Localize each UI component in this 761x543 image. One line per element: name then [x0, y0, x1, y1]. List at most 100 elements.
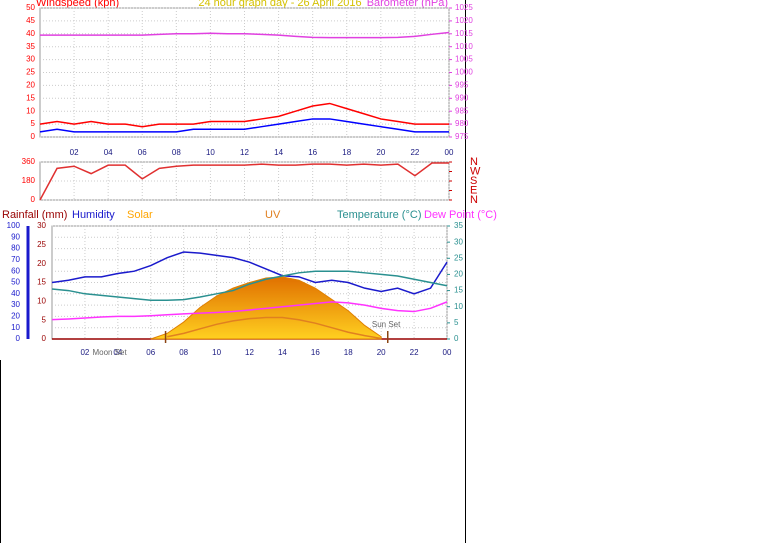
- legend-entry: Temperature (°C): [337, 209, 421, 221]
- legend-entry: Solar: [127, 209, 153, 221]
- x-tick-label: 08: [172, 148, 181, 157]
- line: [39, 118, 449, 133]
- y-tick-label: 20: [11, 312, 20, 321]
- y2-axis-label: Barometer (hPa): [367, 0, 448, 9]
- y-tick-label: 90: [11, 232, 20, 241]
- y-tick-label: 40: [11, 289, 20, 298]
- rain-tick-label: 15: [37, 278, 46, 287]
- y-tick-label: 15: [26, 93, 35, 102]
- y-tick-label: 100: [7, 221, 21, 230]
- x-tick-label: 18: [344, 348, 353, 357]
- y-tick-label: 45: [26, 16, 35, 25]
- y2-tick-label: 0: [454, 334, 459, 343]
- x-tick-label: 00: [443, 348, 452, 357]
- line: [39, 162, 449, 201]
- x-tick-label: 12: [245, 348, 254, 357]
- y2-tick-label: S: [470, 175, 477, 187]
- y-tick-label: 0: [31, 195, 36, 204]
- y-tick-label: 180: [22, 176, 36, 185]
- y2-tick-label: W: [470, 165, 481, 177]
- x-tick-label: 14: [278, 348, 287, 357]
- y2-tick-label: E: [470, 184, 477, 196]
- rain-tick-label: 20: [37, 259, 46, 268]
- y2-tick-label: 1015: [455, 29, 473, 38]
- y2-tick-label: 985: [455, 106, 469, 115]
- y-tick-label: 0: [31, 132, 36, 141]
- x-tick-label: 02: [80, 348, 89, 357]
- y2-tick-label: N: [470, 194, 478, 206]
- y-tick-label: 25: [26, 68, 35, 77]
- legend-entry: Humidity: [72, 209, 115, 221]
- y-tick-label: 30: [11, 300, 20, 309]
- line: [167, 316, 382, 340]
- x-tick-label: 22: [410, 348, 419, 357]
- y2-tick-label: 25: [454, 253, 463, 262]
- y-tick-label: 60: [11, 266, 20, 275]
- x-tick-label: 12: [240, 148, 249, 157]
- y2-tick-label: 1010: [455, 42, 473, 51]
- rain-tick-label: 0: [42, 334, 47, 343]
- y2-tick-label: 35: [454, 221, 463, 230]
- rain-tick-label: 25: [37, 240, 46, 249]
- x-tick-label: 06: [146, 348, 155, 357]
- y2-tick-label: 990: [455, 93, 469, 102]
- x-tick-label: 08: [179, 348, 188, 357]
- y-tick-label: 30: [26, 55, 35, 64]
- x-tick-label: 10: [212, 348, 221, 357]
- x-tick-label: 18: [342, 148, 351, 157]
- y2-tick-label: 5: [454, 318, 459, 327]
- legend-entry: Dew Point (°C): [424, 209, 497, 221]
- y-tick-label: 80: [11, 244, 20, 253]
- y2-tick-label: 995: [455, 81, 469, 90]
- x-tick-label: 06: [138, 148, 147, 157]
- y2-tick-label: 20: [454, 270, 463, 279]
- y-tick-label: 5: [31, 119, 36, 128]
- y-tick-label: 40: [26, 29, 35, 38]
- x-tick-label: 16: [308, 148, 317, 157]
- x-tick-label: 04: [113, 348, 122, 357]
- x-tick-label: 04: [104, 148, 113, 157]
- y-tick-label: 20: [26, 81, 35, 90]
- y-tick-label: 0: [16, 334, 21, 343]
- x-tick-label: 16: [311, 348, 320, 357]
- y-tick-label: 10: [26, 106, 35, 115]
- line: [51, 251, 448, 295]
- y2-tick-label: 1005: [455, 55, 473, 64]
- x-tick-label: 00: [445, 148, 454, 157]
- y-tick-label: 50: [11, 278, 20, 287]
- rain-tick-label: 10: [37, 296, 46, 305]
- y-tick-label: 70: [11, 255, 20, 264]
- y2-tick-label: 1025: [455, 3, 473, 12]
- line: [51, 301, 448, 321]
- x-tick-label: 20: [376, 148, 385, 157]
- rain-tick-label: 5: [42, 315, 47, 324]
- x-tick-label: 22: [410, 148, 419, 157]
- y-tick-label: 10: [11, 323, 20, 332]
- y2-tick-label: 975: [455, 132, 469, 141]
- x-tick-label: 14: [274, 148, 283, 157]
- y2-tick-label: 10: [454, 302, 463, 311]
- y2-tick-label: 1020: [455, 16, 473, 25]
- annotation: Moon Set: [92, 348, 127, 357]
- legend-entry: Rainfall (mm): [2, 209, 67, 221]
- title: 24 hour graph day - 26 April 2016: [198, 0, 361, 9]
- x-tick-label: 10: [206, 148, 215, 157]
- y-axis-label: Windspeed (kph): [36, 0, 119, 9]
- y-tick-label: 50: [26, 3, 35, 12]
- line: [51, 270, 448, 302]
- y-tick-label: 360: [22, 157, 36, 166]
- line: [39, 102, 449, 128]
- y2-tick-label: 1000: [455, 68, 473, 77]
- rain-tick-label: 30: [37, 221, 46, 230]
- y-tick-label: 35: [26, 42, 35, 51]
- line: [40, 31, 450, 39]
- y2-tick-label: 15: [454, 286, 463, 295]
- y2-tick-label: 30: [454, 237, 463, 246]
- y2-tick-label: N: [470, 156, 478, 168]
- x-tick-label: 20: [377, 348, 386, 357]
- annotation: Sun Set: [372, 320, 401, 329]
- x-tick-label: 02: [70, 148, 79, 157]
- legend-entry: UV: [265, 209, 281, 221]
- y2-tick-label: 980: [455, 119, 469, 128]
